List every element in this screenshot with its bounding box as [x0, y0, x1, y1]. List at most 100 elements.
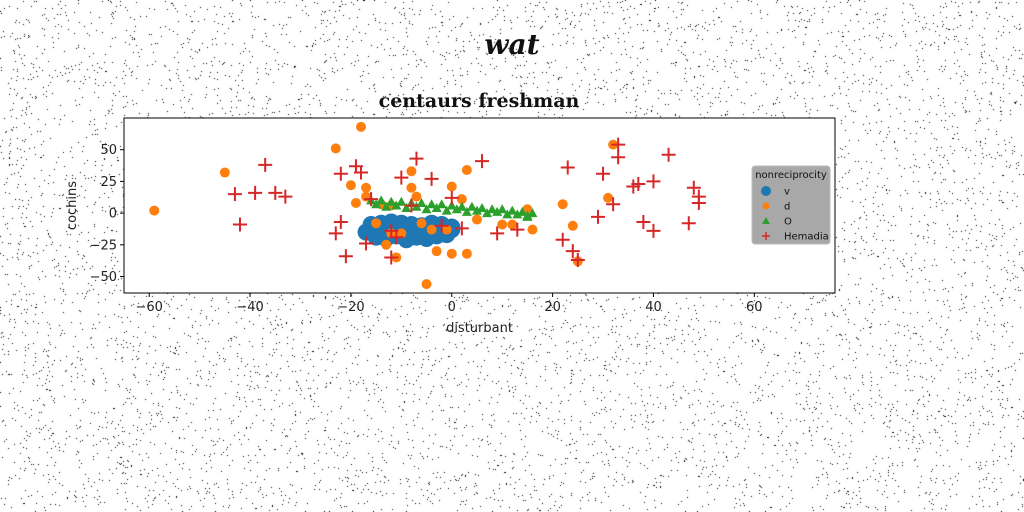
point-hemadia-2	[248, 185, 263, 200]
point-hemadia-11	[354, 165, 368, 180]
point-hemadia-14	[384, 250, 399, 265]
point-o-28	[421, 204, 432, 214]
point-hemadia-33	[606, 197, 621, 212]
point-d-10	[381, 239, 392, 250]
point-o-10	[466, 201, 477, 211]
point-hemadia-39	[646, 174, 661, 189]
point-o-1	[376, 195, 387, 205]
legend-marker-o	[762, 217, 770, 224]
point-hemadia-19	[409, 151, 424, 166]
point-hemadia-4	[268, 185, 283, 200]
point-o-31	[482, 208, 493, 218]
point-o-23	[492, 206, 503, 216]
point-o-13	[497, 204, 508, 214]
legend-box	[751, 165, 831, 245]
point-o-5	[416, 197, 427, 207]
legend-marker-d	[762, 202, 770, 210]
point-hemadia-12	[359, 236, 374, 251]
point-o-21	[451, 204, 462, 214]
point-o-12	[487, 204, 498, 214]
x-axis-label: disturbant	[446, 321, 513, 336]
point-o-9	[456, 201, 467, 211]
legend-label-d: d	[784, 202, 790, 213]
point-d-33	[361, 182, 372, 193]
point-d-20	[456, 194, 467, 205]
point-o-27	[401, 203, 412, 213]
point-o-29	[441, 205, 452, 215]
point-d-15	[421, 279, 432, 290]
point-hemadia-24	[475, 154, 490, 169]
point-hemadia-30	[570, 253, 585, 268]
point-d-5	[350, 197, 361, 208]
point-hemadia-8	[333, 166, 348, 181]
point-d-23	[497, 219, 508, 230]
point-o-6	[426, 199, 437, 209]
point-hemadia-16	[389, 230, 404, 245]
plot-frame	[123, 117, 836, 294]
point-o-7	[436, 199, 447, 209]
point-o-2	[386, 196, 397, 206]
legend-marker-v	[761, 186, 771, 196]
point-hemadia-9	[338, 249, 353, 264]
point-hemadia-43	[686, 180, 701, 195]
point-hemadia-27	[555, 232, 570, 247]
x-tick-label: −60	[135, 300, 162, 315]
point-hemadia-1	[232, 217, 247, 232]
point-d-19	[441, 224, 452, 235]
point-o-11	[477, 203, 488, 213]
point-hemadia-21	[434, 218, 449, 233]
point-o-22	[471, 205, 482, 215]
x-tick-label: 20	[544, 300, 561, 315]
point-d-2	[356, 121, 366, 132]
point-hemadia-38	[636, 214, 651, 229]
point-hemadia-26	[510, 222, 525, 237]
point-d-14	[426, 224, 437, 235]
point-o-20	[431, 203, 442, 213]
point-hemadia-40	[646, 223, 661, 238]
point-o-8	[446, 200, 457, 210]
point-hemadia-34	[611, 137, 626, 152]
point-o-30	[461, 206, 472, 216]
point-hemadia-20	[424, 171, 439, 186]
legend-label-hemadia: Hemadia	[784, 232, 829, 243]
point-d-36	[461, 248, 472, 259]
point-d-13	[416, 218, 427, 229]
point-o-17	[371, 199, 382, 209]
point-hemadia-32	[596, 166, 611, 181]
figure-suptitle: wat	[484, 28, 540, 61]
legend-title: nonreciprocity	[755, 170, 827, 181]
point-o-16	[527, 208, 538, 218]
point-d-34	[411, 191, 422, 202]
x-tick-label: −20	[337, 300, 364, 315]
x-tick-label: 60	[746, 300, 763, 315]
point-hemadia-41	[661, 147, 676, 162]
point-d-37	[406, 182, 417, 193]
point-o-15	[517, 206, 528, 216]
point-o-18	[391, 200, 402, 210]
point-hemadia-42	[681, 216, 696, 231]
point-hemadia-22	[444, 190, 459, 205]
y-tick-label: 25	[100, 175, 117, 190]
point-o-24	[512, 209, 523, 219]
y-tick-label: 50	[100, 143, 117, 158]
point-o-33	[522, 211, 533, 221]
point-d-0	[149, 205, 160, 216]
point-hemadia-45	[691, 189, 706, 204]
point-hemadia-17	[394, 170, 409, 185]
point-d-4	[345, 180, 356, 191]
point-d-24	[507, 219, 518, 230]
point-hemadia-35	[611, 150, 626, 165]
point-hemadia-7	[333, 214, 348, 229]
point-d-3	[330, 143, 341, 154]
x-tick-label: 0	[448, 300, 456, 315]
point-hemadia-31	[591, 209, 605, 224]
point-hemadia-23	[454, 221, 469, 236]
y-axis-label: cochins	[65, 181, 80, 230]
point-o-26	[381, 201, 392, 211]
x-tick-label: −40	[236, 300, 263, 315]
x-tick-label: 40	[645, 300, 662, 315]
point-hemadia-3	[258, 157, 273, 172]
point-hemadia-29	[565, 244, 580, 259]
point-d-17	[446, 181, 457, 192]
point-d-11	[396, 228, 407, 239]
